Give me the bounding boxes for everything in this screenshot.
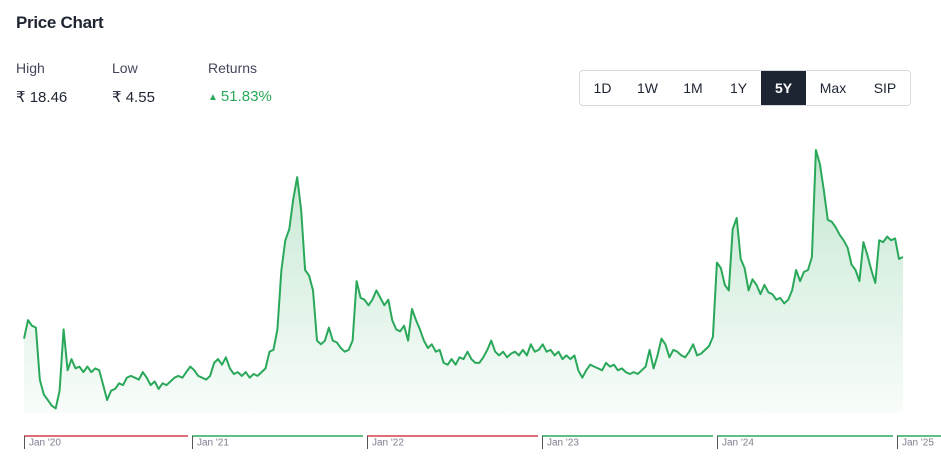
range-button[interactable]: 1D — [593, 80, 612, 96]
stat-label: Returns — [208, 60, 258, 76]
stat: High ₹ 18.46 — [16, 60, 67, 106]
range-button[interactable]: SIP — [873, 80, 897, 96]
x-tick-label: Jan '25 — [902, 438, 934, 449]
area — [24, 150, 903, 413]
range-button[interactable]: 1M — [683, 80, 703, 96]
stat: Low ₹ 4.55 — [112, 60, 155, 106]
x-tick-label: Jan '24 — [722, 438, 754, 449]
stat-text: ₹ 18.46 — [16, 89, 68, 106]
stat: Returns ▲ 51.83% — [208, 60, 272, 105]
x-tick-label: Jan '22 — [372, 438, 404, 449]
stat-label: High — [16, 60, 45, 76]
range-selector: 1D 1W 1M 1Y 5Y Max SIP — [579, 70, 911, 106]
x-tick-label: Jan '21 — [197, 438, 229, 449]
stat-value: ₹ 18.46 — [16, 88, 67, 106]
stat-label: Low — [112, 60, 138, 76]
range-button[interactable]: 1Y — [729, 80, 748, 96]
range-button[interactable]: 5Y — [761, 71, 806, 105]
stat-value: ₹ 4.55 — [112, 88, 155, 106]
x-tick-label: Jan '23 — [547, 438, 579, 449]
stat-text: 51.83% — [220, 88, 272, 105]
title: Price Chart — [16, 13, 104, 32]
up-arrow: ▲ — [208, 92, 218, 103]
x-tick-label: Jan '20 — [29, 438, 61, 449]
range-button[interactable]: Max — [819, 80, 847, 96]
range-button[interactable]: 1W — [637, 80, 658, 96]
price-line — [23, 149, 904, 410]
stat-value: ▲ 51.83% — [208, 88, 272, 105]
stat-text: ₹ 4.55 — [112, 89, 155, 106]
